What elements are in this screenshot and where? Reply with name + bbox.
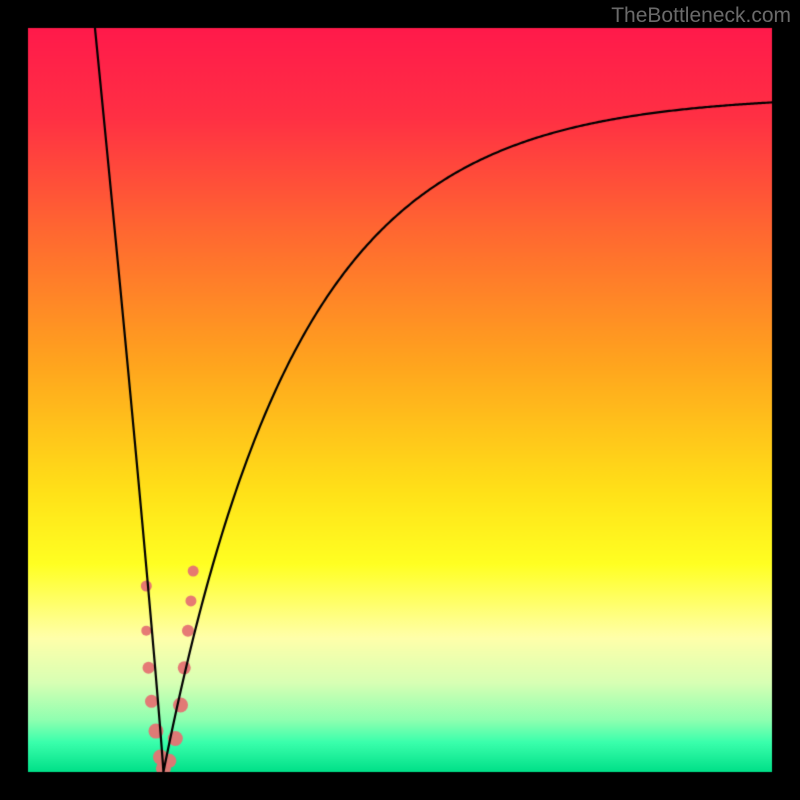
bottleneck-chart: [0, 0, 800, 800]
stage: TheBottleneck.com: [0, 0, 800, 800]
